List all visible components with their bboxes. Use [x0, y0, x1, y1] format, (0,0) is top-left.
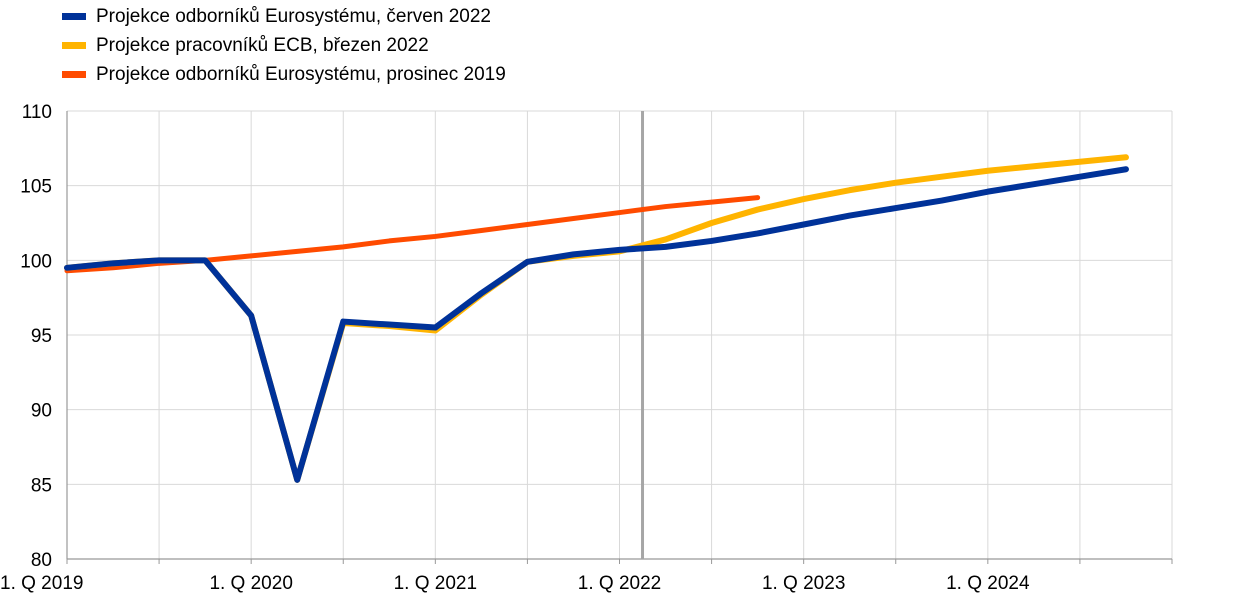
legend-item-june-2022: Projekce odborníků Eurosystému, červen 2… — [62, 2, 506, 31]
legend-item-march-2022: Projekce pracovníků ECB, březen 2022 — [62, 31, 506, 60]
y-tick-label: 100 — [20, 251, 52, 272]
y-tick-label: 105 — [20, 177, 52, 198]
grid — [67, 110, 1173, 559]
legend-swatch-december-2019 — [62, 71, 86, 78]
series-line-june-2022 — [64, 166, 1129, 483]
x-tick-label: 1. Q 2021 — [394, 573, 477, 594]
tick-labels: 80 85 90 95 100 105 110 1. Q 2019 1. Q 2020 1. Q … — [0, 102, 1030, 594]
x-tick-label: 1. Q 2019 — [0, 573, 83, 594]
y-tick-label: 80 — [31, 550, 52, 571]
x-tick-label: 1. Q 2020 — [209, 573, 292, 594]
legend-label-december-2019: Projekce odborníků Eurosystému, prosinec… — [96, 63, 506, 85]
y-tick-label: 110 — [22, 102, 52, 123]
y-tick-label: 85 — [31, 475, 52, 496]
legend-swatch-march-2022 — [62, 42, 86, 49]
axes — [66, 111, 1173, 564]
legend: Projekce odborníků Eurosystému, červen 2… — [62, 2, 506, 89]
legend-swatch-june-2022 — [62, 13, 86, 20]
legend-label-march-2022: Projekce pracovníků ECB, březen 2022 — [96, 34, 429, 56]
legend-item-december-2019: Projekce odborníků Eurosystému, prosinec… — [62, 60, 506, 89]
series-lines — [64, 154, 1129, 483]
y-tick-label: 95 — [31, 326, 52, 347]
x-tick-label: 1. Q 2022 — [578, 573, 661, 594]
series-line-march-2022 — [64, 154, 1129, 483]
x-tick-label: 1. Q 2024 — [946, 573, 1030, 594]
x-tick-label: 1. Q 2023 — [762, 573, 845, 594]
y-tick-label: 90 — [31, 401, 52, 422]
legend-label-june-2022: Projekce odborníků Eurosystému, červen 2… — [96, 5, 491, 27]
